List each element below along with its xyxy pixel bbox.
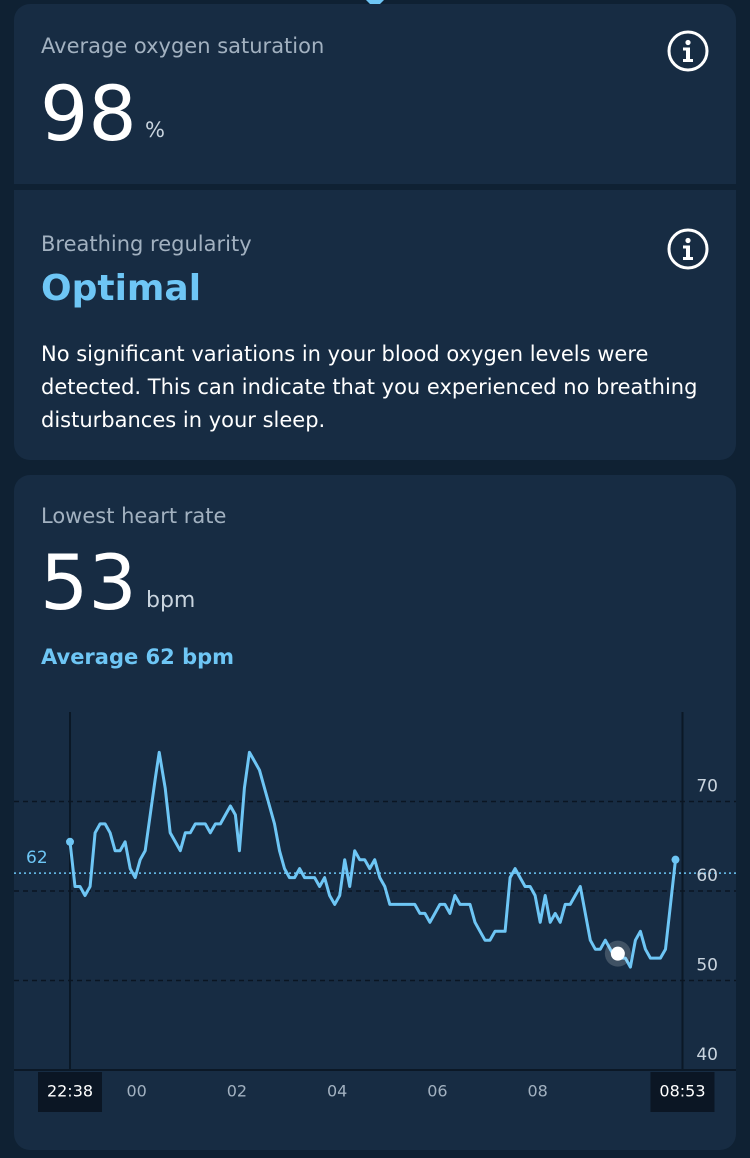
- x-tick-label: 04: [327, 1082, 347, 1101]
- heart-rate-chart[interactable]: 70 60 50 40 62 00 02 04 06 08 22:38 08:53: [14, 700, 736, 1150]
- end-time-box: [650, 1072, 715, 1112]
- y-tick-label: 60: [696, 866, 718, 886]
- info-icon[interactable]: [666, 29, 710, 73]
- oxygen-unit: %: [145, 118, 165, 142]
- y-tick-label: 50: [696, 956, 718, 976]
- info-icon[interactable]: [666, 227, 710, 271]
- breathing-description: No significant variations in your blood …: [41, 342, 698, 432]
- end-time-label: 08:53: [659, 1082, 705, 1101]
- y-tick-label: 40: [696, 1045, 718, 1065]
- x-tick-label: 08: [527, 1082, 547, 1101]
- heart-rate-label: Lowest heart rate: [41, 504, 227, 528]
- average-label: 62: [26, 848, 48, 868]
- heart-rate-series-line: [68, 750, 677, 969]
- y-tick-label: 70: [696, 777, 718, 797]
- breathing-label: Breathing regularity: [41, 232, 252, 256]
- end-point-dot: [671, 855, 680, 864]
- heart-rate-card: Lowest heart rate 53 bpm Average 62 bpm …: [14, 475, 736, 1150]
- min-point-marker: [610, 946, 625, 961]
- x-tick-label: 06: [427, 1082, 447, 1101]
- start-time-label: 22:38: [47, 1082, 93, 1101]
- x-tick-label: 00: [126, 1082, 146, 1101]
- oxygen-value: 98: [40, 69, 137, 158]
- start-time-box: [38, 1072, 103, 1112]
- breathing-status: Optimal: [41, 268, 202, 309]
- heart-rate-value: 53: [40, 538, 137, 627]
- oxygen-saturation-card: Average oxygen saturation 98 %: [14, 4, 736, 184]
- start-point-dot: [66, 837, 75, 846]
- heart-rate-average: Average 62 bpm: [41, 645, 235, 669]
- breathing-regularity-card: Breathing regularity Optimal No signific…: [14, 190, 736, 460]
- oxygen-label: Average oxygen saturation: [41, 34, 325, 58]
- x-tick-label: 02: [227, 1082, 247, 1101]
- heart-rate-unit: bpm: [146, 588, 196, 613]
